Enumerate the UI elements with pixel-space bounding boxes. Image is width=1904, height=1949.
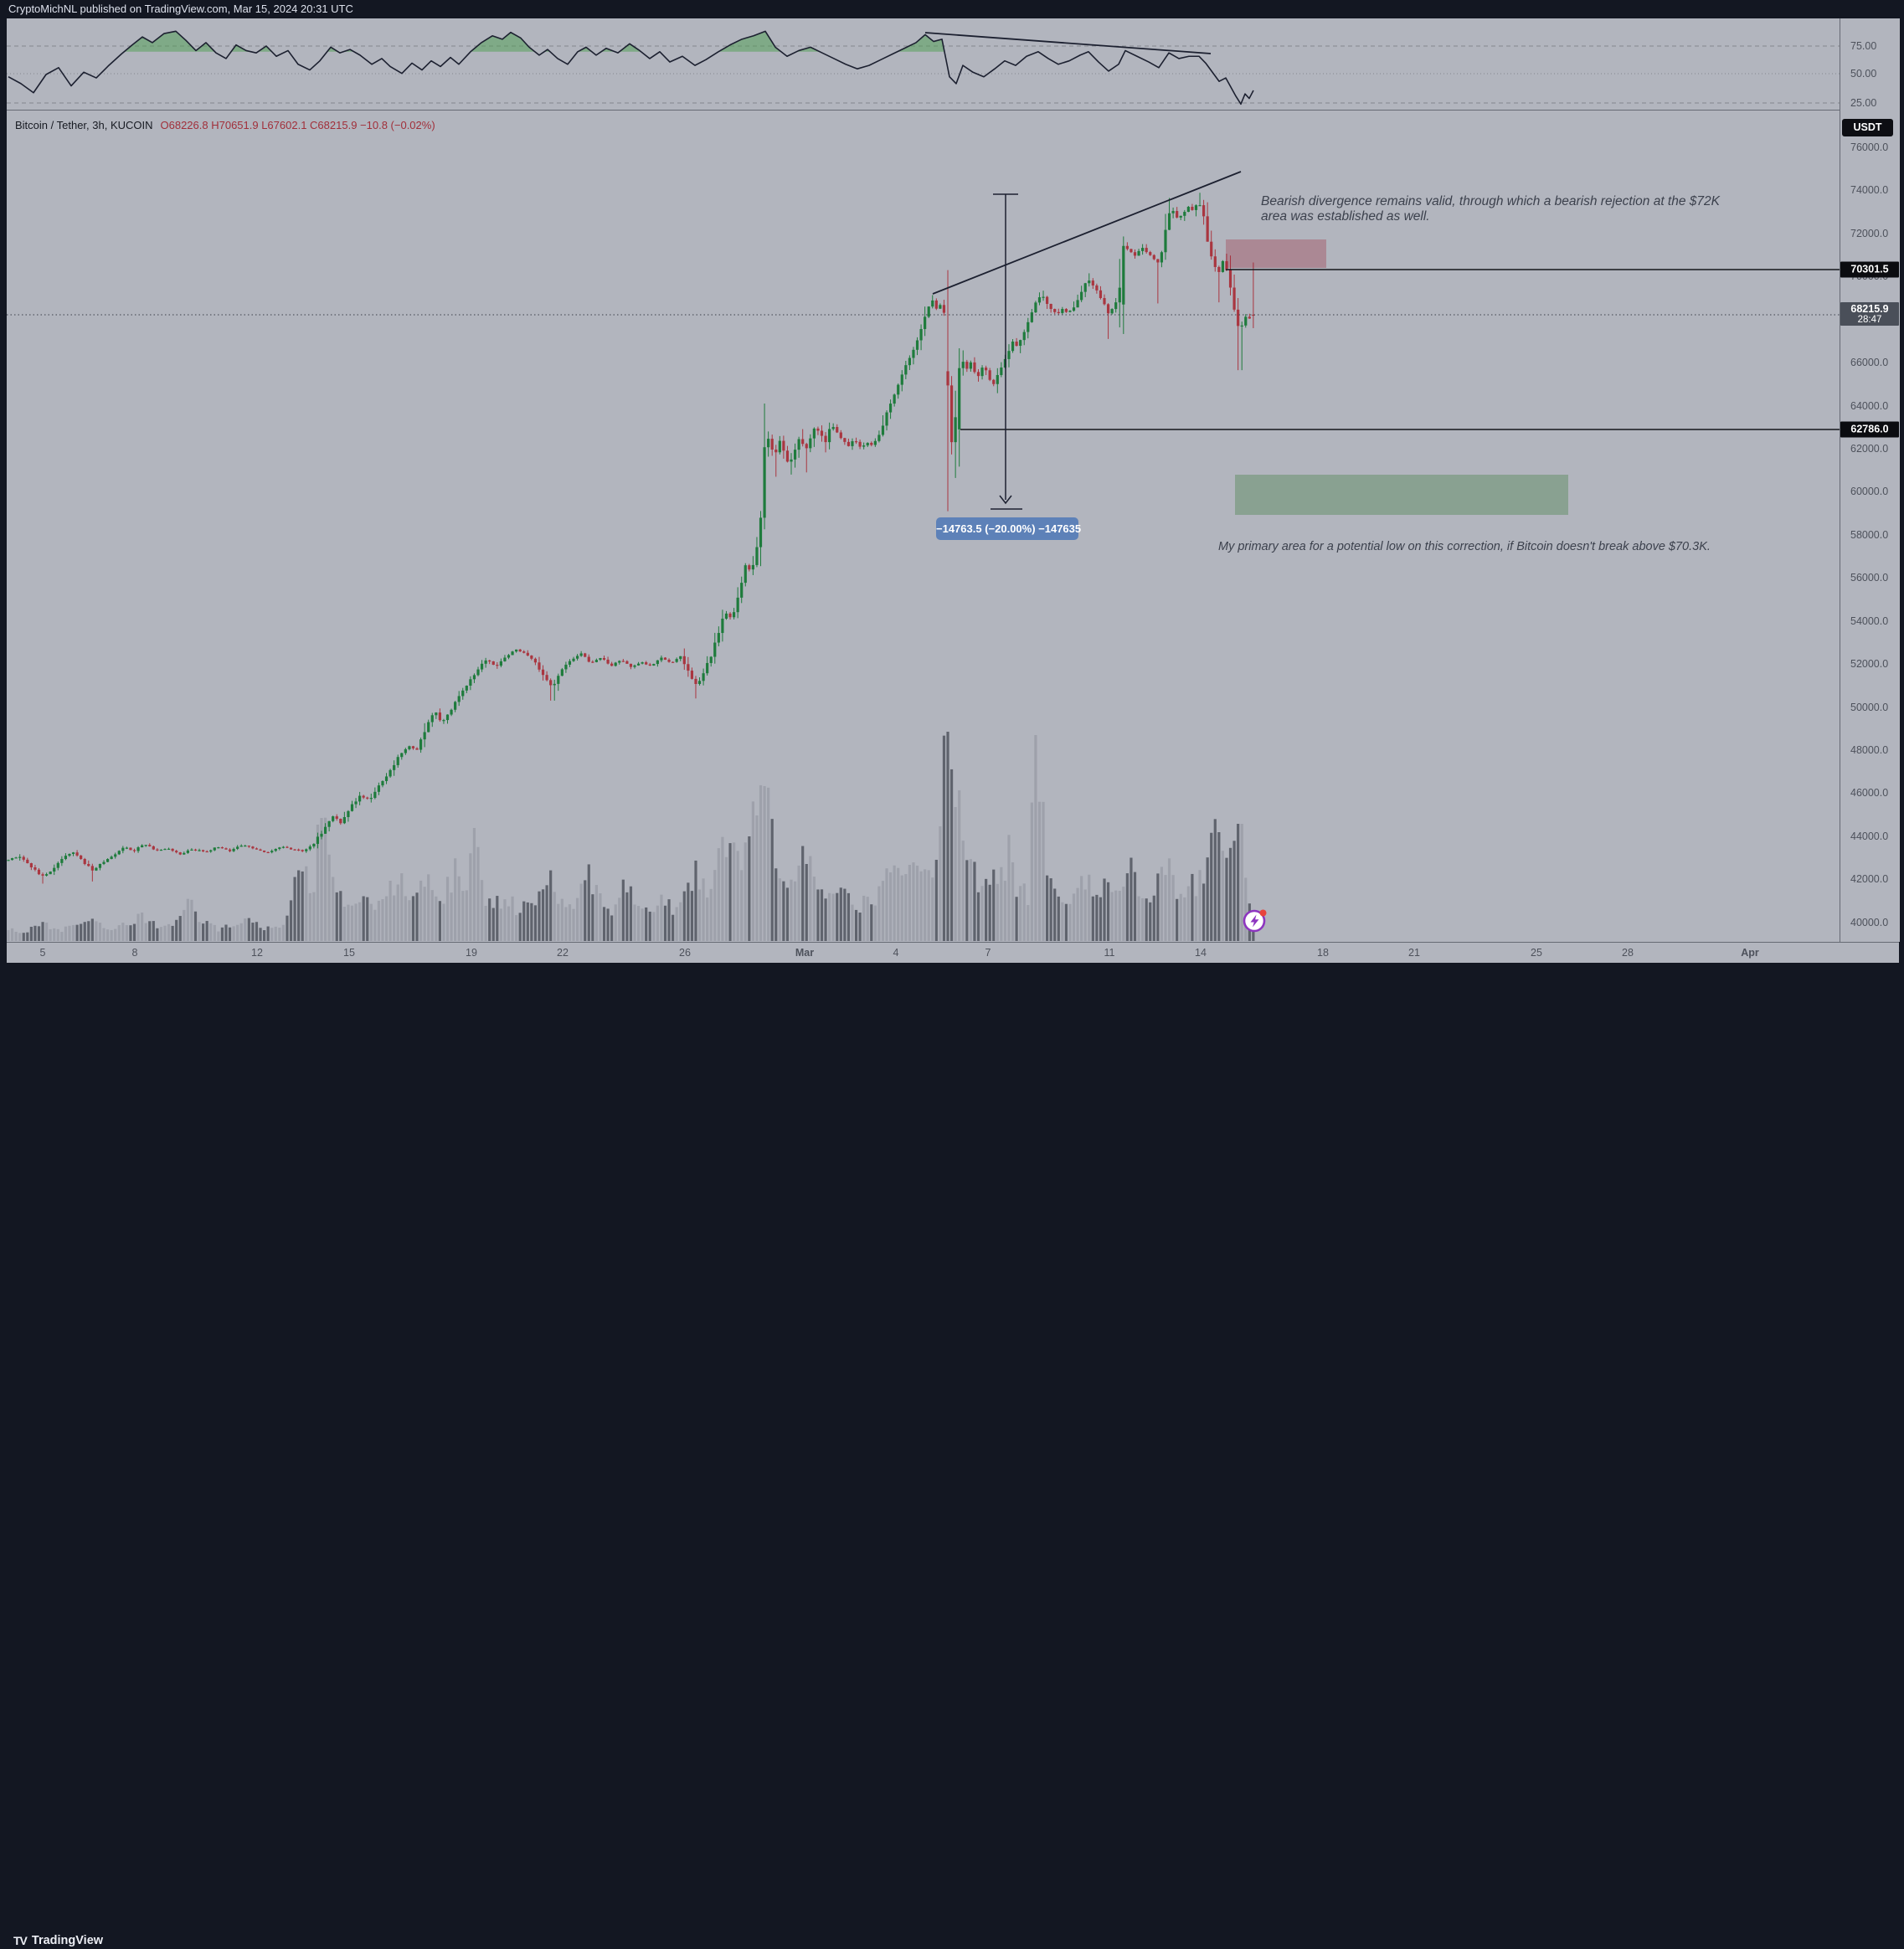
date-tick: 8 <box>131 947 138 959</box>
price-tick: 72000.0 <box>1850 227 1889 239</box>
price-tick: 52000.0 <box>1850 658 1889 671</box>
currency-toggle-button[interactable]: USDT <box>1842 119 1893 136</box>
candle-countdown: 28:47 <box>1857 315 1882 325</box>
date-tick: 7 <box>985 947 991 959</box>
rsi-tick: 25.00 <box>1850 97 1877 109</box>
price-tick: 66000.0 <box>1850 357 1889 369</box>
ohlc-values: O68226.8 H70651.9 L67602.1 C68215.9 −10.… <box>160 119 435 131</box>
price-tick: 62000.0 <box>1850 443 1889 455</box>
rsi-tick: 75.00 <box>1850 40 1877 52</box>
symbol-title: Bitcoin / Tether, 3h, KUCOIN <box>15 119 153 131</box>
date-tick: 22 <box>557 947 569 959</box>
measure-tool-label[interactable]: −14763.5 (−20.00%) −147635 <box>936 517 1081 540</box>
rsi-divergence-trendline[interactable] <box>924 32 1212 54</box>
price-range-measure-tool[interactable] <box>991 193 1022 510</box>
price-tick: 40000.0 <box>1850 916 1889 928</box>
tradingview-brand-text: TradingView <box>31 1934 104 1947</box>
target-zone-box[interactable] <box>1235 475 1568 515</box>
date-tick: Mar <box>795 947 815 959</box>
date-tick: 5 <box>39 947 46 959</box>
price-tick: 56000.0 <box>1850 572 1889 584</box>
date-tick: Apr <box>1741 947 1759 959</box>
bearish-divergence-note[interactable]: Bearish divergence remains valid, throug… <box>1261 194 1720 224</box>
date-tick: 12 <box>251 947 263 959</box>
symbol-legend[interactable]: Bitcoin / Tether, 3h, KUCOIN O68226.8 H70… <box>15 119 435 132</box>
current-price-tag: 68215.9 28:47 <box>1840 302 1899 326</box>
price-tick: 54000.0 <box>1850 615 1889 627</box>
date-tick: 15 <box>343 947 355 959</box>
price-tick: 76000.0 <box>1850 141 1889 153</box>
watermark-bar: CryptoMichNL published on TradingView.co… <box>0 0 1904 18</box>
drawings-layer <box>7 171 1840 515</box>
watermark-text: CryptoMichNL published on TradingView.co… <box>8 3 353 15</box>
time-axis[interactable]: 5 8 12 15 19 22 26 Mar 4 7 11 14 18 21 25 28 Apr <box>7 942 1899 964</box>
left-frame-strip <box>0 18 7 963</box>
price-tick: 48000.0 <box>1850 744 1889 757</box>
current-price-value: 68215.9 <box>1850 303 1889 315</box>
candlestick-series <box>7 193 1255 884</box>
date-tick: 14 <box>1195 947 1207 959</box>
date-tick: 21 <box>1408 947 1420 959</box>
support-price-tag: 62786.0 <box>1840 421 1899 438</box>
date-tick: 25 <box>1531 947 1542 959</box>
volume-series <box>7 732 1255 941</box>
price-tick: 42000.0 <box>1850 873 1889 886</box>
chart-canvas[interactable] <box>0 0 1904 993</box>
price-tick: 74000.0 <box>1850 184 1889 197</box>
price-tick: 58000.0 <box>1850 528 1889 541</box>
date-tick: 19 <box>466 947 477 959</box>
price-pane[interactable] <box>7 111 1840 942</box>
date-tick: 26 <box>679 947 691 959</box>
price-divergence-trendline[interactable] <box>932 171 1242 295</box>
price-tick: 64000.0 <box>1850 399 1889 412</box>
rsi-line <box>8 30 1254 105</box>
resistance-price-tag: 70301.5 <box>1840 261 1899 278</box>
price-axis[interactable]: 76000.074000.072000.070000.068000.066000… <box>1840 18 1900 942</box>
price-tick: 46000.0 <box>1850 787 1889 800</box>
date-tick: 28 <box>1622 947 1634 959</box>
rsi-plot <box>7 30 1840 105</box>
tradingview-logo[interactable]: TV TradingView <box>13 1932 103 1949</box>
rsi-pane[interactable] <box>7 18 1840 111</box>
rejection-zone-box[interactable] <box>1226 239 1326 268</box>
price-tick: 50000.0 <box>1850 701 1889 713</box>
date-tick: 4 <box>893 947 899 959</box>
right-frame-strip <box>1899 18 1904 963</box>
footer-bar: TV TradingView <box>0 963 1904 1947</box>
date-tick: 18 <box>1317 947 1329 959</box>
boost-lightning-icon[interactable] <box>1242 907 1268 933</box>
correction-target-note[interactable]: My primary area for a potential low on t… <box>1218 540 1711 553</box>
rsi-tick: 50.00 <box>1850 68 1877 80</box>
tradingview-logo-icon: TV <box>13 1934 28 1947</box>
price-tick: 44000.0 <box>1850 830 1889 842</box>
price-tick: 60000.0 <box>1850 486 1889 498</box>
date-tick: 11 <box>1104 947 1115 959</box>
